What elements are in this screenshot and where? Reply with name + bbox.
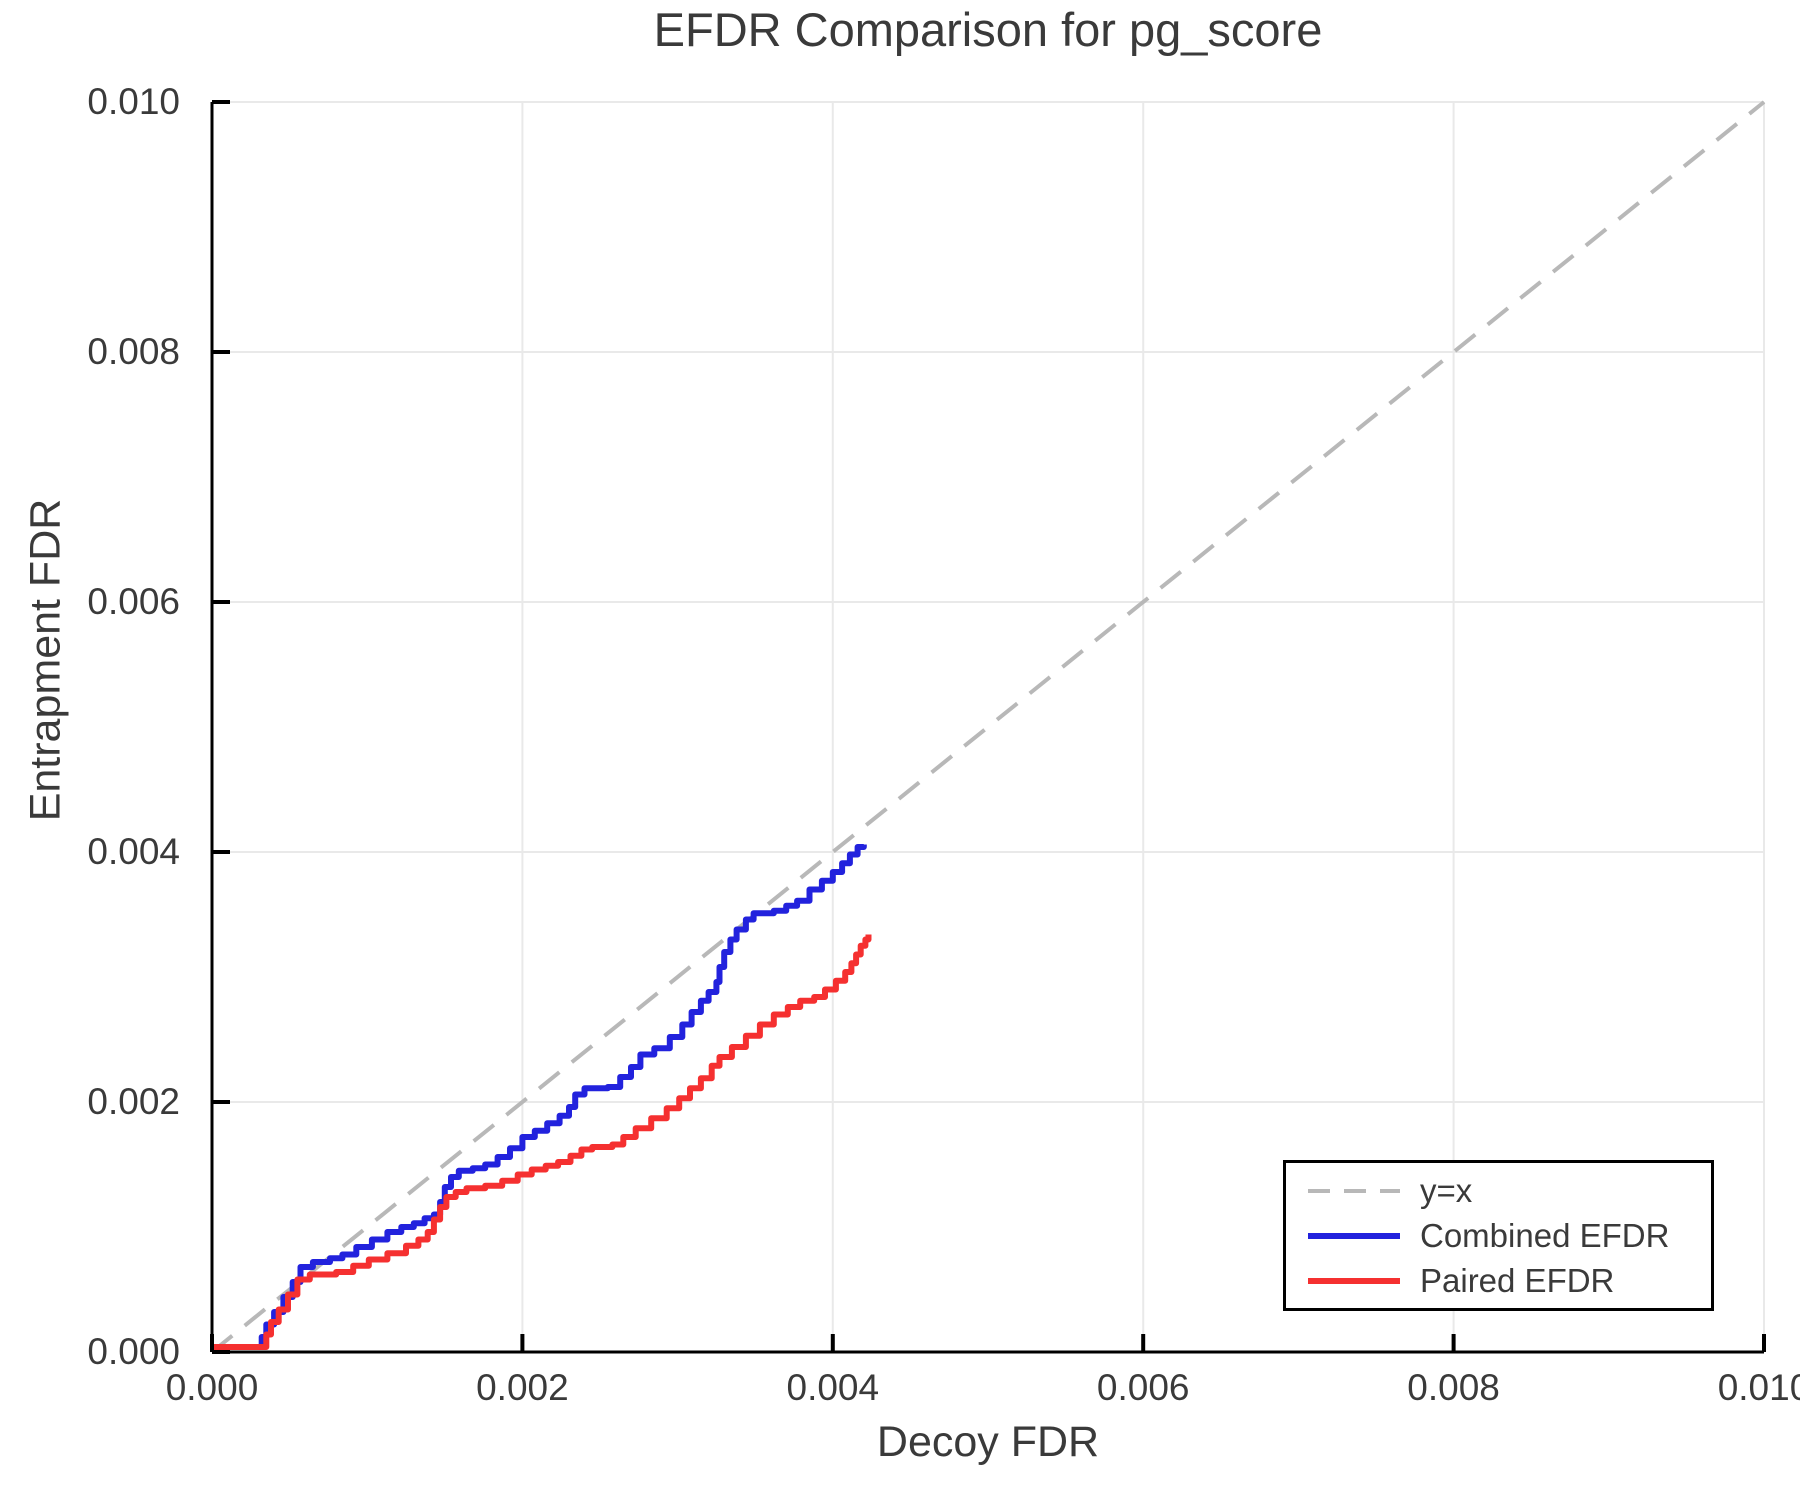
legend-label-combined-efdr: Combined EFDR <box>1420 1217 1670 1254</box>
x-tick-label: 0.000 <box>165 1367 259 1408</box>
legend-entry-paired-efdr: Paired EFDR <box>1308 1262 1711 1300</box>
y-tick-label: 0.010 <box>87 81 180 122</box>
paired-efdr-line <box>212 934 872 1350</box>
combined-efdr-line-sample-icon <box>1308 1232 1400 1239</box>
x-axis-label: Decoy FDR <box>876 1418 1100 1466</box>
y-tick-label: 0.008 <box>87 331 180 372</box>
combined-efdr-line <box>212 844 867 1350</box>
legend-entry-combined-efdr: Combined EFDR <box>1308 1217 1711 1255</box>
x-tick-label: 0.008 <box>1407 1367 1500 1408</box>
x-tick-label: 0.004 <box>786 1367 880 1408</box>
y-tick-label: 0.000 <box>87 1331 180 1372</box>
chart-title: EFDR Comparison for pg_score <box>653 3 1323 56</box>
identity-line <box>210 100 1766 1354</box>
identity-line-sample-icon <box>1308 1188 1400 1193</box>
x-tick-label: 0.006 <box>1096 1367 1190 1408</box>
legend-entry-identity: y=x <box>1308 1172 1711 1210</box>
x-tick-label: 0.010 <box>1717 1367 1800 1408</box>
y-axis-label: Entrapment FDR <box>21 498 70 822</box>
legend: y=x Combined EFDR Paired EFDR <box>1283 1160 1714 1311</box>
x-tick-label: 0.002 <box>476 1367 569 1408</box>
legend-label-identity: y=x <box>1420 1172 1473 1209</box>
legend-label-paired-efdr: Paired EFDR <box>1420 1262 1615 1299</box>
y-tick-label: 0.006 <box>87 581 180 622</box>
y-tick-label: 0.002 <box>87 1081 180 1122</box>
y-tick-label: 0.004 <box>87 831 180 872</box>
paired-efdr-line-sample-icon <box>1308 1277 1400 1284</box>
